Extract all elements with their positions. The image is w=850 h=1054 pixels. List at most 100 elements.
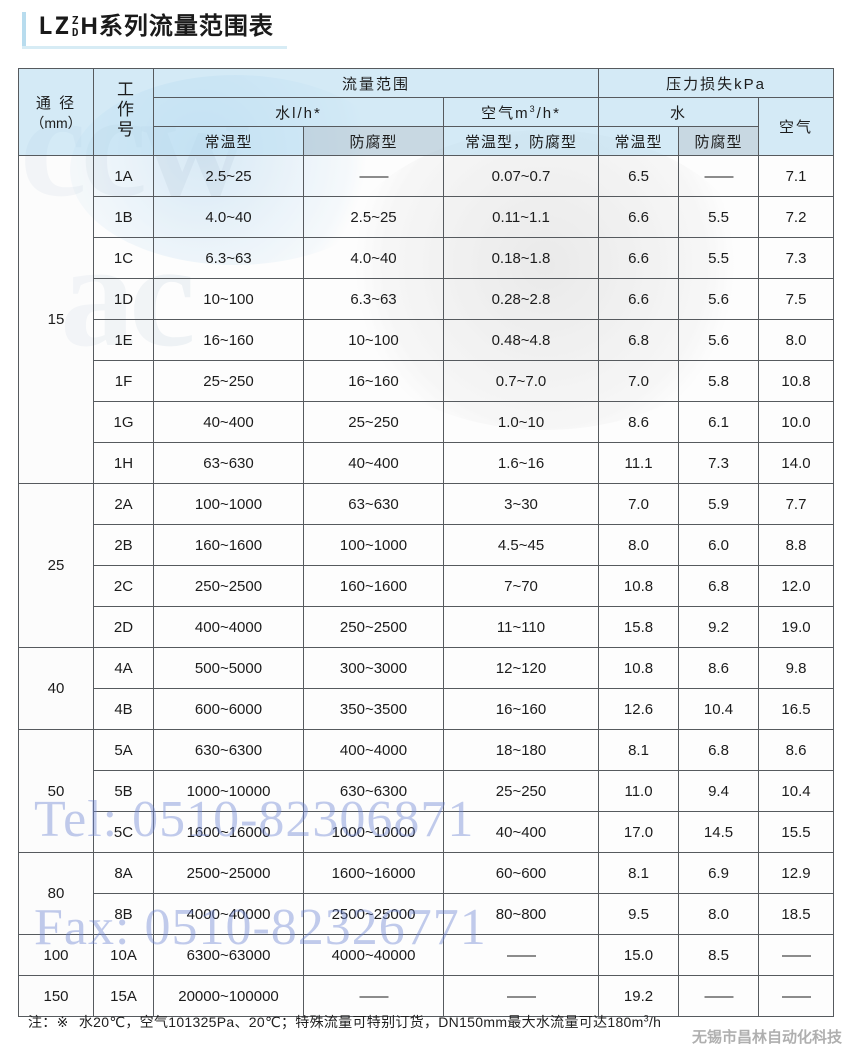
table-header: 通 径 （mm） 工作号 流量范围 压力损失kPa 水l/h* 空气m3/h* … xyxy=(18,68,835,156)
header-water-anticorrosive: 防腐型 xyxy=(303,126,444,156)
cell-water-anticorrosive: 4.0~40 xyxy=(303,237,444,279)
flow-range-table: 通 径 （mm） 工作号 流量范围 压力损失kPa 水l/h* 空气m3/h* … xyxy=(18,68,835,1017)
cell-work-no: 5B xyxy=(93,770,154,812)
cell-air-flow: 80~800 xyxy=(442,893,600,935)
header-air-flow: 空气m3/h* xyxy=(442,97,600,127)
cell-water-anticorrosive: 40~400 xyxy=(303,442,444,484)
cell-water-normal: 25~250 xyxy=(153,360,304,402)
cell-air-flow: 3~30 xyxy=(442,483,600,525)
cell-pl-water-normal: 8.0 xyxy=(598,524,680,566)
cell-air-flow: 0.18~1.8 xyxy=(442,237,600,279)
cell-pl-water-anticorrosive: 7.3 xyxy=(678,442,760,484)
footnote-text-post: /h xyxy=(648,1014,662,1030)
cell-work-no: 8B xyxy=(93,893,154,935)
table-body: 15 1A 2.5~25 —— 0.07~0.7 6.5 —— 7.1 1B 4.0~40 2.5~… xyxy=(18,155,835,1017)
cell-pl-water-anticorrosive: 5.8 xyxy=(678,360,760,402)
cell-water-normal: 1000~10000 xyxy=(153,770,304,812)
header-water-flow: 水l/h* xyxy=(153,97,444,127)
cell-air-flow: 0.48~4.8 xyxy=(442,319,600,361)
cell-pl-water-normal: 7.0 xyxy=(598,360,680,402)
cell-pl-water-anticorrosive: 8.0 xyxy=(678,893,760,935)
cell-pl-air: 10.8 xyxy=(758,360,835,402)
cell-pl-air: 16.5 xyxy=(758,688,835,730)
cell-work-no: 2B xyxy=(93,524,154,566)
cell-work-no: 5C xyxy=(93,811,154,853)
cell-dn: 15 xyxy=(18,155,94,484)
header-air-both: 常温型，防腐型 xyxy=(442,126,600,156)
cell-pl-water-normal: 7.0 xyxy=(598,483,680,525)
cell-pl-air: 15.5 xyxy=(758,811,835,853)
cell-pl-air: 7.2 xyxy=(758,196,835,238)
cell-pl-water-normal: 11.0 xyxy=(598,770,680,812)
cell-pl-water-anticorrosive: 6.1 xyxy=(678,401,760,443)
cell-pl-air: 10.4 xyxy=(758,770,835,812)
cell-pl-water-normal: 8.1 xyxy=(598,729,680,771)
cell-water-anticorrosive: 160~1600 xyxy=(303,565,444,607)
cell-pl-water-normal: 19.2 xyxy=(598,975,680,1017)
cell-water-anticorrosive: 630~6300 xyxy=(303,770,444,812)
cell-pl-water-normal: 15.8 xyxy=(598,606,680,648)
cell-air-flow: 0.28~2.8 xyxy=(442,278,600,320)
cell-pl-water-normal: 6.8 xyxy=(598,319,680,361)
table-row: 1F 25~250 16~160 0.7~7.0 7.0 5.8 10.8 xyxy=(19,360,835,402)
cell-air-flow: 0.11~1.1 xyxy=(442,196,600,238)
cell-water-anticorrosive: 400~4000 xyxy=(303,729,444,771)
page-title: LZ Z D H系列流量范围表 xyxy=(38,9,274,44)
cell-pl-water-anticorrosive: —— xyxy=(678,975,760,1017)
page-title-stack-top: Z xyxy=(71,13,80,27)
header-dn: 通 径 （mm） xyxy=(18,68,94,156)
page-title-prefix: LZ xyxy=(38,12,71,40)
cell-pl-water-anticorrosive: 5.5 xyxy=(678,237,760,279)
cell-pl-air: 10.0 xyxy=(758,401,835,443)
cell-pl-air: 7.5 xyxy=(758,278,835,320)
table-row: 8B 4000~40000 2500~25000 80~800 9.5 8.0 18.5 xyxy=(19,893,835,935)
header-dn-label: 通 径 xyxy=(35,94,77,112)
cell-water-normal: 6300~63000 xyxy=(153,934,304,976)
cell-pl-water-anticorrosive: 6.0 xyxy=(678,524,760,566)
cell-pl-water-normal: 11.1 xyxy=(598,442,680,484)
cell-water-anticorrosive: 6.3~63 xyxy=(303,278,444,320)
header-air-flow-post: /h* xyxy=(536,104,561,122)
cell-pl-water-normal: 10.8 xyxy=(598,565,680,607)
cell-pl-water-anticorrosive: 8.6 xyxy=(678,647,760,689)
cell-work-no: 1C xyxy=(93,237,154,279)
cell-pl-air: 12.0 xyxy=(758,565,835,607)
cell-water-normal: 20000~100000 xyxy=(153,975,304,1017)
cell-air-flow: 0.07~0.7 xyxy=(442,155,600,197)
cell-work-no: 1H xyxy=(93,442,154,484)
cell-air-flow: 4.5~45 xyxy=(442,524,600,566)
cell-pl-water-anticorrosive: 6.8 xyxy=(678,729,760,771)
table-row: 1H 63~630 40~400 1.6~16 11.1 7.3 14.0 xyxy=(19,442,835,484)
cell-air-flow: 25~250 xyxy=(442,770,600,812)
cell-pl-air: —— xyxy=(758,975,835,1017)
cell-dn: 50 xyxy=(18,729,94,853)
footnote-text-sup: 3 xyxy=(643,1013,649,1024)
footnote-text-pre: 水20℃，空气101325Pa、20℃；特殊流量可特别订货，DN150mm最大水… xyxy=(78,1014,644,1030)
cell-pl-water-normal: 15.0 xyxy=(598,934,680,976)
cell-water-normal: 2500~25000 xyxy=(153,852,304,894)
cell-air-flow: 1.0~10 xyxy=(442,401,600,443)
cell-water-normal: 6.3~63 xyxy=(153,237,304,279)
cell-pl-air: 7.3 xyxy=(758,237,835,279)
cell-dn: 25 xyxy=(18,483,94,648)
footnote-label: 注： xyxy=(28,1014,57,1030)
cell-pl-water-anticorrosive: 5.6 xyxy=(678,278,760,320)
cell-air-flow: 0.7~7.0 xyxy=(442,360,600,402)
cell-water-anticorrosive: 25~250 xyxy=(303,401,444,443)
cell-water-normal: 500~5000 xyxy=(153,647,304,689)
cell-dn: 80 xyxy=(18,852,94,935)
cell-water-anticorrosive: 16~160 xyxy=(303,360,444,402)
cell-water-anticorrosive: 4000~40000 xyxy=(303,934,444,976)
cell-pl-water-anticorrosive: 10.4 xyxy=(678,688,760,730)
cell-work-no: 5A xyxy=(93,729,154,771)
table-row: 5C 1600~16000 1000~10000 40~400 17.0 14.5 15.5 xyxy=(19,811,835,853)
cell-water-normal: 400~4000 xyxy=(153,606,304,648)
cell-work-no: 2A xyxy=(93,483,154,525)
cell-pl-water-anticorrosive: 6.8 xyxy=(678,565,760,607)
cell-work-no: 1G xyxy=(93,401,154,443)
table-row: 1C 6.3~63 4.0~40 0.18~1.8 6.6 5.5 7.3 xyxy=(19,237,835,279)
cell-pl-water-normal: 10.8 xyxy=(598,647,680,689)
header-pl-water-normal: 常温型 xyxy=(598,126,680,156)
table-row: 1D 10~100 6.3~63 0.28~2.8 6.6 5.6 7.5 xyxy=(19,278,835,320)
